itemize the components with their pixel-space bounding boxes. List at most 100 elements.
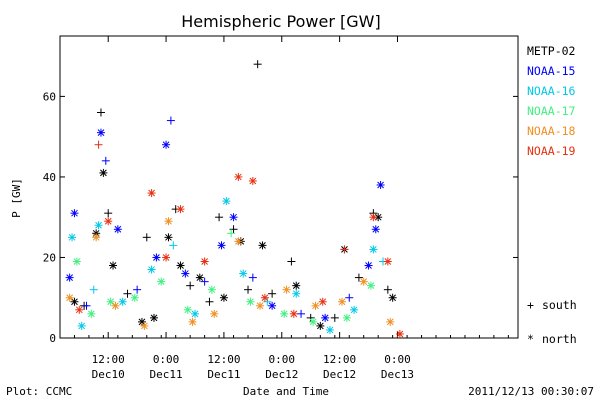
data-point-noaa-15-north (152, 253, 161, 262)
legend: METP-02 NOAA-15 NOAA-16 NOAA-17 NOAA-18 NOAA-… (527, 44, 576, 158)
x-axis-label: Date and Time (243, 385, 329, 398)
data-point-metp-02-north (219, 293, 228, 302)
data-point-noaa-17-north (207, 285, 216, 294)
data-point-metp-02-south (354, 273, 363, 282)
legend-entry-noaa-18: NOAA-18 (527, 124, 576, 138)
data-point-noaa-18-north (164, 217, 173, 226)
data-point-noaa-19-north (369, 213, 378, 222)
data-point-noaa-17-north (280, 309, 289, 318)
data-point-metp-02-north (99, 168, 108, 177)
x-tick-date-label: Dec11 (207, 368, 240, 381)
data-point-noaa-16-north (292, 289, 301, 298)
legend-entry-noaa-16: NOAA-16 (527, 84, 576, 98)
x-tick-time-label: 12:00 (92, 353, 125, 366)
data-point-metp-02-north (292, 281, 301, 290)
data-point-noaa-16-south (263, 297, 272, 306)
footer-timestamp: 2011/12/13 00:30:07 (468, 385, 594, 398)
data-point-noaa-15-south (101, 156, 110, 165)
data-point-noaa-19-south (340, 245, 349, 254)
x-tick-time-label: 0:00 (269, 353, 296, 366)
data-point-noaa-18-north (210, 309, 219, 318)
x-tick-date-label: Dec12 (265, 368, 298, 381)
data-point-noaa-15-north (162, 140, 171, 149)
data-point-metp-02-south (383, 285, 392, 294)
data-point-noaa-18-north (282, 285, 291, 294)
data-point-noaa-16-north (350, 305, 359, 314)
data-point-noaa-15-north (229, 213, 238, 222)
data-point-noaa-15-south (200, 277, 209, 286)
data-point-metp-02-north (164, 233, 173, 242)
data-point-noaa-15-south (248, 273, 257, 282)
data-point-noaa-17-north (72, 257, 81, 266)
legend-entry-noaa-17: NOAA-17 (527, 104, 576, 118)
data-point-noaa-15-north (268, 301, 277, 310)
data-point-metp-02-south (306, 313, 315, 322)
data-point-noaa-15-north (217, 241, 226, 250)
data-point-metp-02-south (142, 233, 151, 242)
north-marker-label: north (542, 332, 577, 346)
south-marker-symbol: + (527, 298, 534, 312)
data-point-metp-02-south (244, 285, 253, 294)
data-point-noaa-17-north (246, 297, 255, 306)
data-point-metp-02-south (287, 257, 296, 266)
data-point-metp-02-south (96, 108, 105, 117)
data-point-noaa-19-north (176, 205, 185, 214)
data-point-metp-02-south (104, 209, 113, 218)
footer-credit: Plot: CCMC (6, 385, 72, 398)
data-point-noaa-19-north (260, 293, 269, 302)
data-point-noaa-15-north (96, 128, 105, 137)
data-point-noaa-16-north (239, 269, 248, 278)
data-point-noaa-18-north (338, 297, 347, 306)
data-point-noaa-19-north (318, 297, 327, 306)
data-point-noaa-18-north (386, 317, 395, 326)
data-point-noaa-19-north (104, 217, 113, 226)
data-point-noaa-19-north (147, 189, 156, 198)
legend-entry-noaa-15: NOAA-15 (527, 64, 575, 78)
data-point-noaa-16-north (118, 297, 127, 306)
data-point-noaa-15-north (321, 313, 330, 322)
data-point-noaa-16-north (190, 309, 199, 318)
x-tick-date-label: Dec12 (323, 368, 356, 381)
data-point-noaa-15-north (364, 261, 373, 270)
data-point-noaa-19-north (162, 253, 171, 262)
north-marker-symbol: * (527, 332, 534, 346)
data-point-noaa-18-north (92, 233, 101, 242)
data-point-noaa-19-north (383, 257, 392, 266)
data-point-noaa-18-north (140, 321, 149, 330)
x-tick-time-label: 0:00 (153, 353, 180, 366)
data-point-noaa-16-north (369, 245, 378, 254)
data-point-metp-02-north (195, 273, 204, 282)
data-point-noaa-15-south (133, 285, 142, 294)
data-point-metp-02-south (229, 225, 238, 234)
data-point-metp-02-north (316, 321, 325, 330)
data-point-noaa-16-north (77, 321, 86, 330)
data-point-noaa-18-north (256, 301, 265, 310)
data-point-metp-02-south (186, 281, 195, 290)
data-point-noaa-15-south (166, 116, 175, 125)
data-point-noaa-19-north (200, 257, 209, 266)
data-point-noaa-15-north (65, 273, 74, 282)
data-point-noaa-19-north (234, 172, 243, 181)
data-point-noaa-16-north (222, 197, 231, 206)
y-tick-label: 60 (43, 90, 56, 103)
data-point-metp-02-north (137, 317, 146, 326)
data-point-noaa-17-north (366, 281, 375, 290)
data-point-noaa-17-north (309, 317, 318, 326)
x-tick-date-label: Dec10 (92, 368, 125, 381)
data-point-noaa-19-north (248, 176, 257, 185)
y-tick-label: 0 (49, 332, 56, 345)
data-point-noaa-15-north (181, 269, 190, 278)
data-point-noaa-16-north (325, 325, 334, 334)
data-point-noaa-15-south (297, 309, 306, 318)
data-point-metp-02-north (176, 261, 185, 270)
data-point-noaa-16-north (147, 265, 156, 274)
data-point-noaa-18-north (188, 317, 197, 326)
data-point-noaa-17-north (106, 297, 115, 306)
data-point-noaa-16-north (94, 221, 103, 230)
legend-entry-metp-02: METP-02 (527, 44, 575, 58)
data-point-noaa-15-north (113, 225, 122, 234)
legend-entry-noaa-19: NOAA-19 (527, 144, 576, 158)
data-point-metp-02-north (109, 261, 118, 270)
south-marker-label: south (542, 298, 577, 312)
